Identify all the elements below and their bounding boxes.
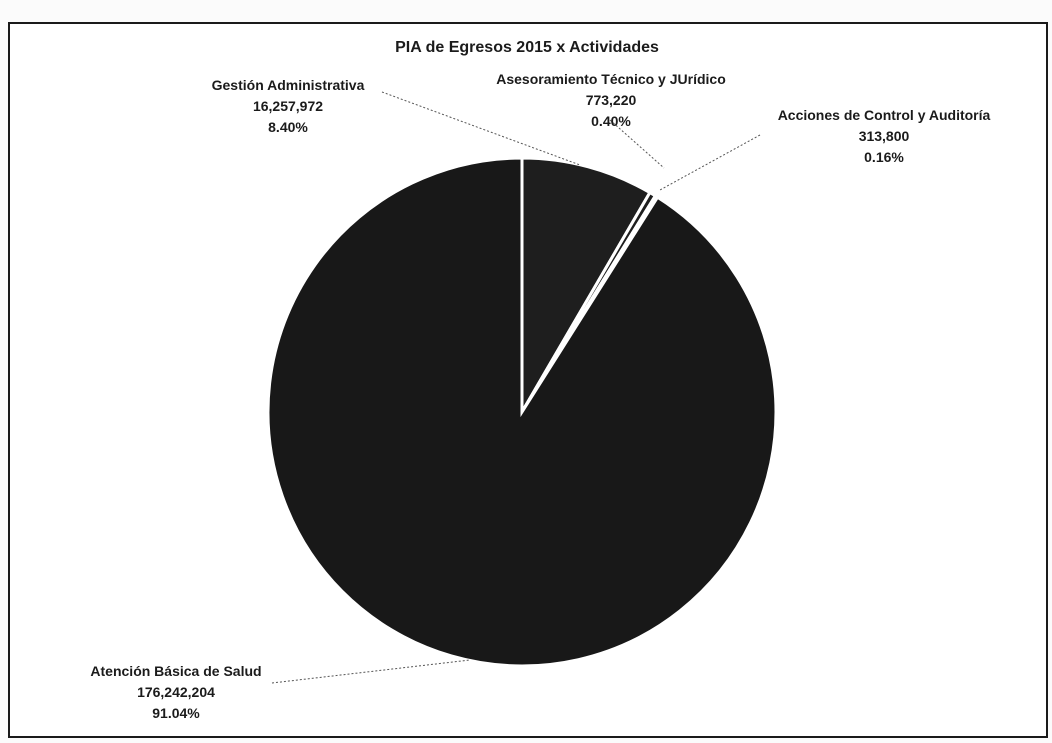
slice-label-value-1: 16,257,972 xyxy=(253,98,323,114)
leader-lines xyxy=(271,91,761,684)
slice-label-value-4: 176,242,204 xyxy=(137,684,215,700)
slice-label-value-3: 313,800 xyxy=(859,128,910,144)
leader-line-4 xyxy=(271,659,471,684)
pie-slice-4 xyxy=(266,156,778,668)
slice-label-percent-1: 8.40% xyxy=(268,119,308,135)
slice-label-value-2: 773,220 xyxy=(586,92,637,108)
pie-slice-1 xyxy=(520,156,652,418)
slice-label-percent-4: 91.04% xyxy=(152,705,200,721)
slice-label-name-1: Gestión Administrativa xyxy=(212,77,365,93)
leader-line-3 xyxy=(659,134,761,191)
slice-label-name-3: Acciones de Control y Auditoría xyxy=(778,107,991,123)
pie-slices xyxy=(266,156,778,668)
slice-label-percent-3: 0.16% xyxy=(864,149,904,165)
chart-title: PIA de Egresos 2015 x Actividades xyxy=(395,39,659,56)
slice-label-percent-2: 0.40% xyxy=(591,113,631,129)
slice-labels: Gestión Administrativa 16,257,972 8.40% Ase… xyxy=(90,71,990,721)
slice-label-name-4: Atención Básica de Salud xyxy=(90,663,261,679)
leader-line-2 xyxy=(609,119,665,169)
slice-label-name-2: Asesoramiento Técnico y JUrídico xyxy=(496,71,726,87)
leader-line-1 xyxy=(381,91,581,166)
